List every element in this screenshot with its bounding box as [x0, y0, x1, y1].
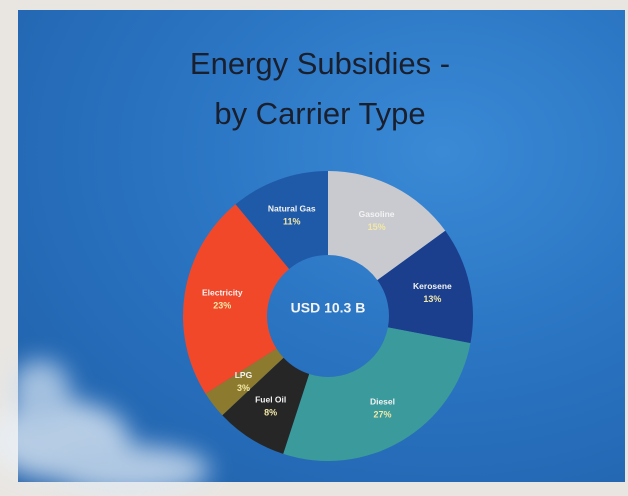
donut-segment [328, 171, 446, 281]
segment-value-label: 27% [373, 409, 391, 419]
segment-label: Gasoline [359, 209, 395, 219]
segment-label: Electricity [202, 288, 243, 298]
segment-value-label: 3% [237, 383, 250, 393]
donut-segment [183, 204, 290, 394]
segment-value-label: 8% [264, 408, 277, 418]
segment-label: Kerosene [413, 281, 452, 291]
donut-segment [205, 348, 284, 416]
chart-title: by Carrier Type [214, 96, 425, 131]
chart-title: Energy Subsidies - [190, 46, 450, 81]
donut-segment [222, 357, 310, 454]
segment-label: Diesel [370, 396, 395, 406]
segment-label: LPG [235, 370, 253, 380]
center-label: USD 10.3 B [291, 300, 366, 316]
segment-label: Fuel Oil [255, 395, 286, 405]
segment-value-label: 13% [423, 294, 441, 304]
clouds [0, 360, 210, 495]
segment-label: Natural Gas [268, 204, 316, 214]
segment-value-label: 23% [213, 301, 231, 311]
donut-segment [377, 230, 473, 344]
segment-value-label: 11% [283, 217, 301, 227]
segment-value-label: 15% [368, 222, 386, 232]
donut-segment [235, 171, 328, 269]
donut-segment [283, 327, 471, 461]
